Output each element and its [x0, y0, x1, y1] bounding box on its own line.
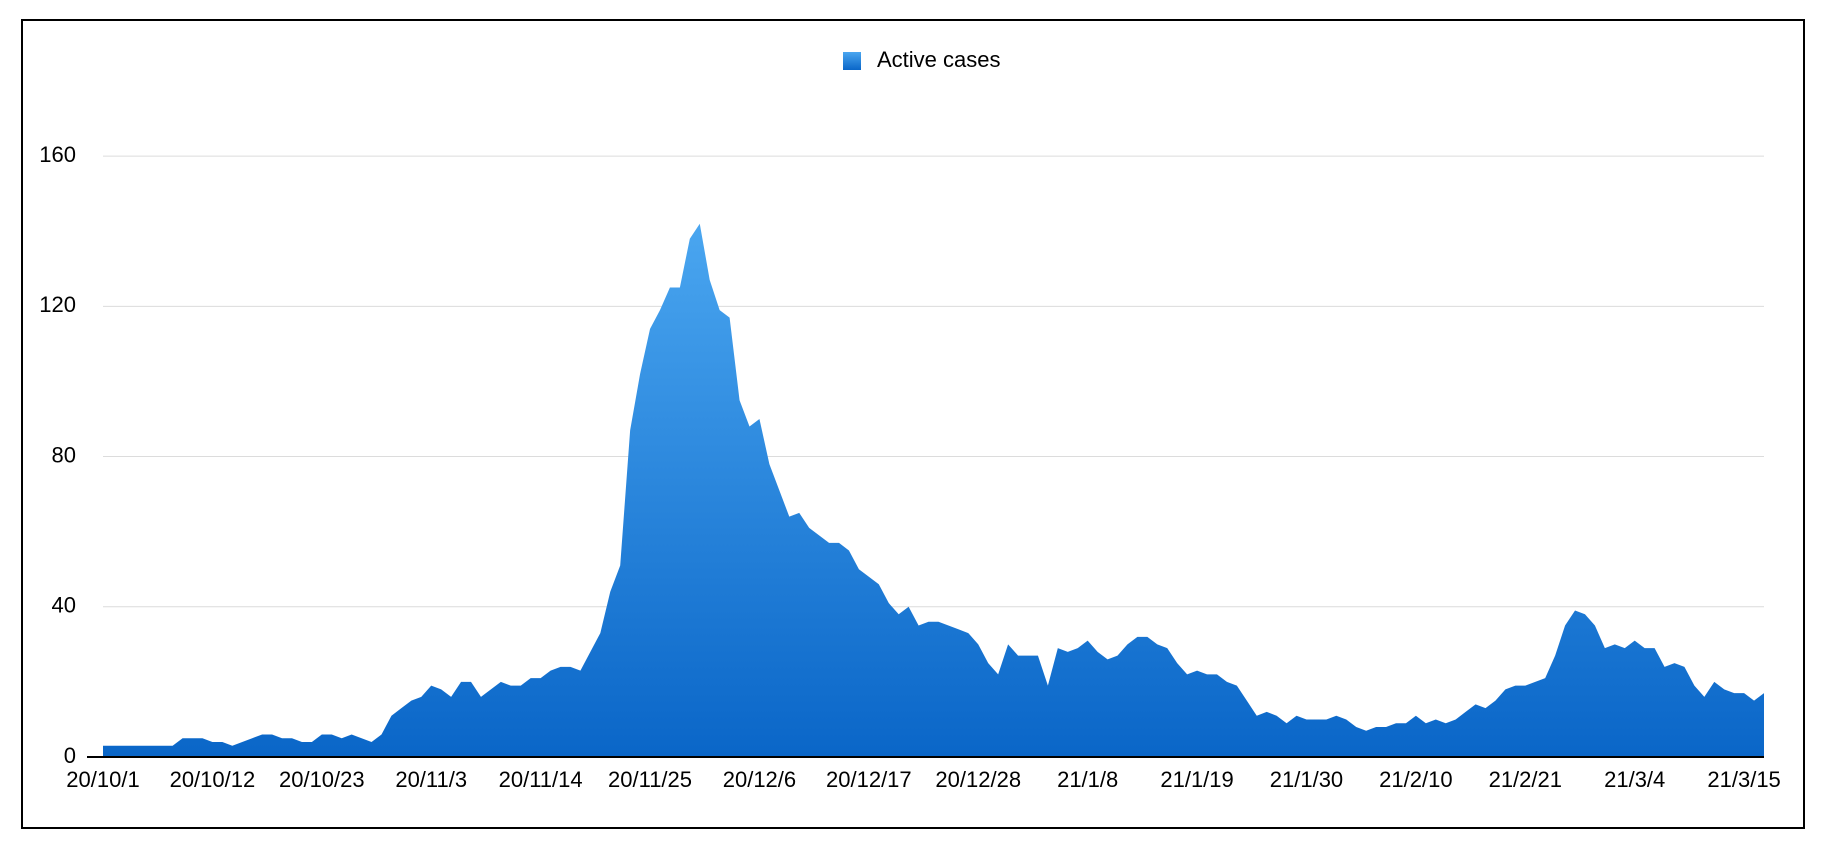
x-tick-label: 20/12/28	[935, 767, 1021, 792]
x-tick-label: 20/12/17	[826, 767, 912, 792]
x-tick-label: 21/1/19	[1160, 767, 1233, 792]
x-tick-label: 21/1/30	[1270, 767, 1343, 792]
legend-swatch	[843, 52, 861, 70]
x-tick-label: 20/11/3	[395, 767, 467, 792]
chart-frame	[21, 19, 1805, 829]
x-tick-label: 21/1/8	[1057, 767, 1118, 792]
x-tick-label: 20/11/14	[499, 767, 583, 792]
x-tick-label: 20/10/1	[66, 767, 139, 792]
x-tick-label: 21/2/21	[1489, 767, 1562, 792]
x-tick-label: 21/2/10	[1379, 767, 1452, 792]
x-tick-label: 20/10/23	[279, 767, 365, 792]
x-tick-label: 20/12/6	[723, 767, 796, 792]
y-tick-label: 40	[52, 593, 76, 618]
x-tick-label: 20/11/25	[608, 767, 692, 792]
x-tick-label: 21/3/15	[1707, 767, 1780, 792]
y-tick-label: 120	[39, 292, 76, 317]
x-tick-label: 20/10/12	[170, 767, 256, 792]
legend-label: Active cases	[877, 47, 1001, 72]
x-tick-label: 21/3/4	[1604, 767, 1665, 792]
y-tick-label: 0	[64, 743, 76, 768]
y-tick-label: 160	[39, 142, 76, 167]
area	[103, 223, 1764, 757]
y-tick-label: 80	[52, 442, 76, 467]
